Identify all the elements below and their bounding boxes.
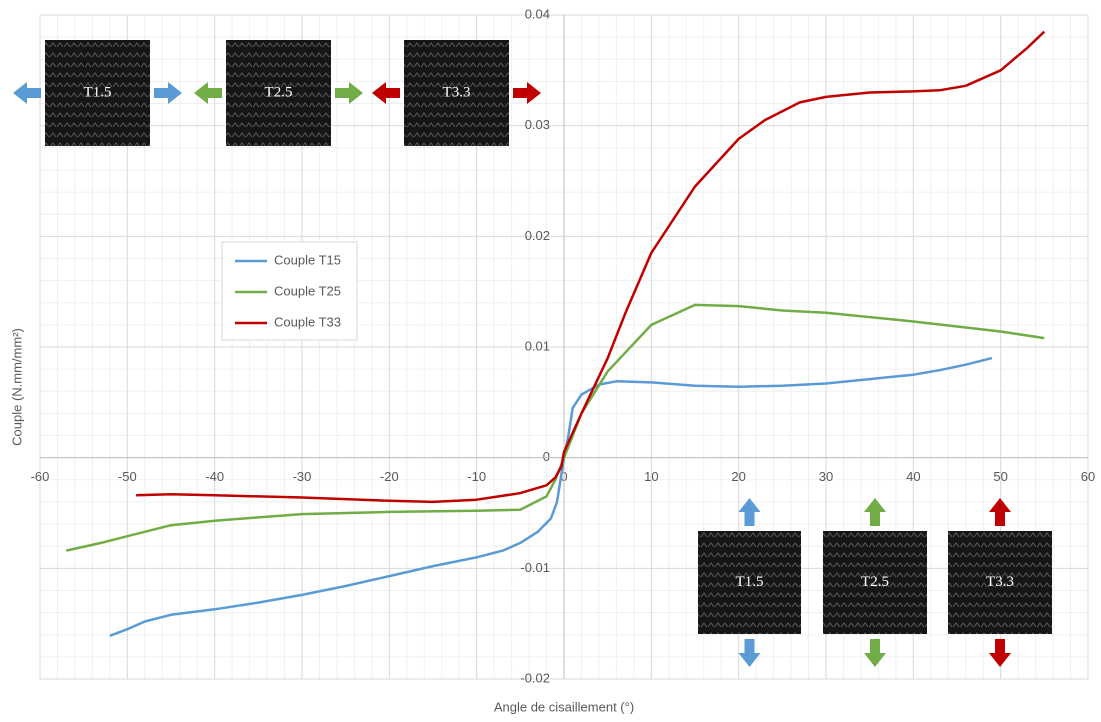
specimen-image bbox=[948, 531, 1052, 634]
data-line bbox=[65, 303, 1045, 552]
arrow bbox=[13, 82, 41, 104]
arrow bbox=[864, 639, 886, 667]
legend-label: Couple T15 bbox=[274, 252, 341, 267]
x-tick-label: 20 bbox=[731, 469, 745, 484]
specimen-label: T1.5 bbox=[84, 84, 112, 100]
y-tick-label: 0.03 bbox=[525, 117, 550, 132]
x-tick-label: -20 bbox=[380, 469, 399, 484]
legend-label: Couple T33 bbox=[274, 314, 341, 329]
arrow bbox=[513, 82, 541, 104]
x-tick-label: 30 bbox=[819, 469, 833, 484]
x-tick-label: -30 bbox=[293, 469, 312, 484]
arrow bbox=[864, 498, 886, 526]
specimen-label: T2.5 bbox=[861, 574, 889, 590]
x-tick-label: 10 bbox=[644, 469, 658, 484]
x-tick-label: 60 bbox=[1081, 469, 1095, 484]
data-line bbox=[109, 356, 993, 637]
arrow bbox=[335, 82, 363, 104]
arrow bbox=[989, 639, 1011, 667]
specimen-image bbox=[404, 40, 509, 146]
specimen-image bbox=[45, 40, 150, 146]
x-tick-label: -50 bbox=[118, 469, 137, 484]
arrow bbox=[738, 639, 761, 667]
y-tick-label: 0.02 bbox=[525, 228, 550, 243]
x-tick-label: -10 bbox=[467, 469, 486, 484]
arrow bbox=[738, 498, 761, 526]
specimen-label: T3.3 bbox=[986, 574, 1014, 590]
specimen-image bbox=[226, 40, 331, 146]
data-line bbox=[136, 30, 1046, 504]
y-tick-label: 0.04 bbox=[525, 6, 550, 21]
y-tick-label: -0.01 bbox=[520, 560, 550, 575]
arrow bbox=[154, 82, 182, 104]
specimen-label: T1.5 bbox=[736, 574, 764, 590]
x-tick-label: -40 bbox=[205, 469, 224, 484]
arrow bbox=[372, 82, 400, 104]
x-axis-label: Angle de cisaillement (°) bbox=[494, 699, 634, 714]
legend-label: Couple T25 bbox=[274, 283, 341, 298]
specimen-label: T3.3 bbox=[443, 84, 471, 100]
y-tick-label: 0.01 bbox=[525, 338, 550, 353]
specimen-image bbox=[823, 531, 927, 634]
specimen-label: T2.5 bbox=[265, 84, 293, 100]
x-tick-label: 50 bbox=[993, 469, 1007, 484]
x-tick-label: -60 bbox=[31, 469, 50, 484]
y-axis-label: Couple (N.mm/mm²) bbox=[9, 328, 24, 446]
y-tick-label: -0.02 bbox=[520, 670, 550, 685]
arrow bbox=[194, 82, 222, 104]
specimen-image bbox=[698, 531, 801, 634]
x-tick-label: 40 bbox=[906, 469, 920, 484]
arrow bbox=[989, 498, 1011, 526]
y-tick-label: 0 bbox=[543, 449, 550, 464]
